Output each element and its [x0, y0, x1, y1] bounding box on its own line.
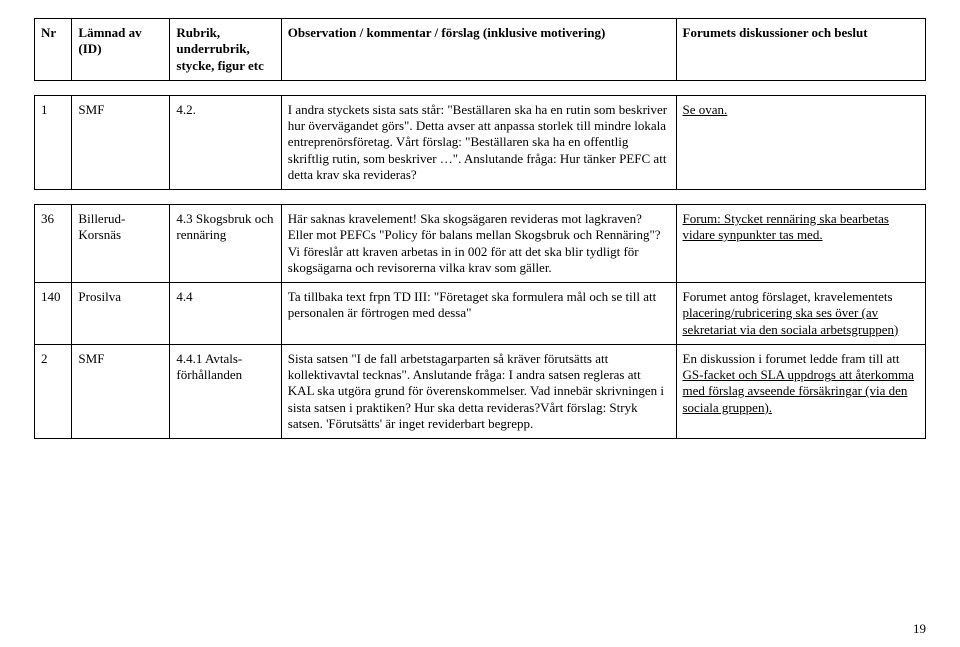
table-row: 36 Billerud-Korsnäs 4.3 Skogsbruk och re…: [35, 205, 926, 283]
cell-lamnad: Billerud-Korsnäs: [72, 205, 170, 283]
cell-forum: Forum: Stycket rennäring ska bearbetas v…: [676, 205, 926, 283]
cell-nr: 140: [35, 283, 72, 345]
header-table: Nr Lämnad av (ID) Rubrik, underrubrik, s…: [34, 18, 926, 81]
cell-nr: 1: [35, 95, 72, 189]
cell-forum: Forumet antog förslaget, kravelementets …: [676, 283, 926, 345]
cell-rubrik: 4.3 Skogsbruk och rennäring: [170, 205, 281, 283]
row-table: 1 SMF 4.2. I andra styckets sista sats s…: [34, 95, 926, 190]
col-nr: Nr: [35, 19, 72, 81]
cell-observation: I andra styckets sista sats står: "Bestä…: [281, 95, 676, 189]
cell-lamnad: Prosilva: [72, 283, 170, 345]
table-row: 140 Prosilva 4.4 Ta tillbaka text frpn T…: [35, 283, 926, 345]
col-forum: Forumets diskussioner och beslut: [676, 19, 926, 81]
row-table: 36 Billerud-Korsnäs 4.3 Skogsbruk och re…: [34, 204, 926, 439]
col-rubrik: Rubrik, underrubrik, stycke, figur etc: [170, 19, 281, 81]
cell-observation: Ta tillbaka text frpn TD III: "Företaget…: [281, 283, 676, 345]
cell-forum: Se ovan.: [676, 95, 926, 189]
cell-rubrik: 4.2.: [170, 95, 281, 189]
cell-lamnad: SMF: [72, 344, 170, 438]
cell-rubrik: 4.4.1 Avtals-förhållanden: [170, 344, 281, 438]
cell-forum: En diskussion i forumet ledde fram till …: [676, 344, 926, 438]
cell-rubrik: 4.4: [170, 283, 281, 345]
col-lamnad: Lämnad av (ID): [72, 19, 170, 81]
col-observation: Observation / kommentar / förslag (inklu…: [281, 19, 676, 81]
table-row: 1 SMF 4.2. I andra styckets sista sats s…: [35, 95, 926, 189]
page-number: 19: [913, 621, 926, 637]
cell-lamnad: SMF: [72, 95, 170, 189]
table-row: 2 SMF 4.4.1 Avtals-förhållanden Sista sa…: [35, 344, 926, 438]
cell-observation: Här saknas kravelement! Ska skogsägaren …: [281, 205, 676, 283]
table-header-row: Nr Lämnad av (ID) Rubrik, underrubrik, s…: [35, 19, 926, 81]
cell-nr: 36: [35, 205, 72, 283]
cell-nr: 2: [35, 344, 72, 438]
cell-observation: Sista satsen "I de fall arbetstagarparte…: [281, 344, 676, 438]
